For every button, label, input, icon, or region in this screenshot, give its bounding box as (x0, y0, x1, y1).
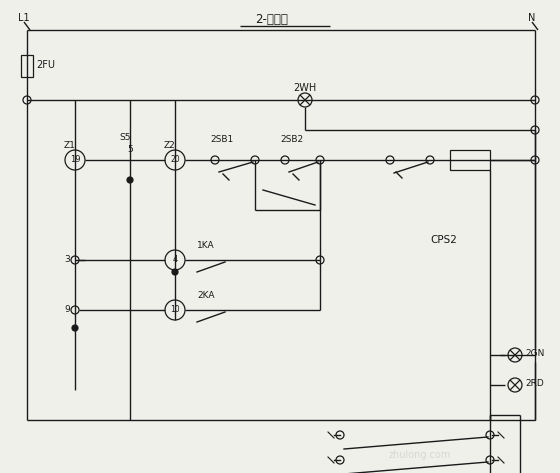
Text: 2SB2: 2SB2 (280, 135, 303, 144)
Text: L1: L1 (18, 13, 30, 23)
Text: 2SB1: 2SB1 (210, 135, 234, 144)
Text: 1KA: 1KA (197, 242, 214, 251)
Text: 2RD: 2RD (525, 378, 544, 387)
Text: 4: 4 (172, 255, 178, 264)
Bar (450, 150, 490, 170)
Text: Z2: Z2 (164, 141, 176, 150)
Text: 9: 9 (64, 306, 70, 315)
Text: 3: 3 (64, 255, 70, 264)
Text: 19: 19 (70, 156, 80, 165)
Text: 20: 20 (170, 156, 180, 165)
Text: CPS2: CPS2 (430, 235, 457, 245)
Text: 2-泵控制: 2-泵控制 (255, 14, 288, 26)
Text: 2KA: 2KA (197, 291, 214, 300)
Text: N: N (528, 13, 535, 23)
Text: 2WH: 2WH (293, 83, 316, 93)
Circle shape (127, 177, 133, 183)
Text: S5: S5 (119, 133, 130, 142)
Text: 2GN: 2GN (525, 349, 544, 358)
Text: Z1: Z1 (64, 141, 76, 150)
Bar (21, 55, 33, 77)
Text: zhulong.com: zhulong.com (389, 450, 451, 460)
Text: 10: 10 (170, 306, 180, 315)
Circle shape (172, 269, 178, 275)
Circle shape (72, 325, 78, 331)
Text: 5: 5 (127, 146, 133, 155)
Text: 2FU: 2FU (36, 60, 55, 70)
